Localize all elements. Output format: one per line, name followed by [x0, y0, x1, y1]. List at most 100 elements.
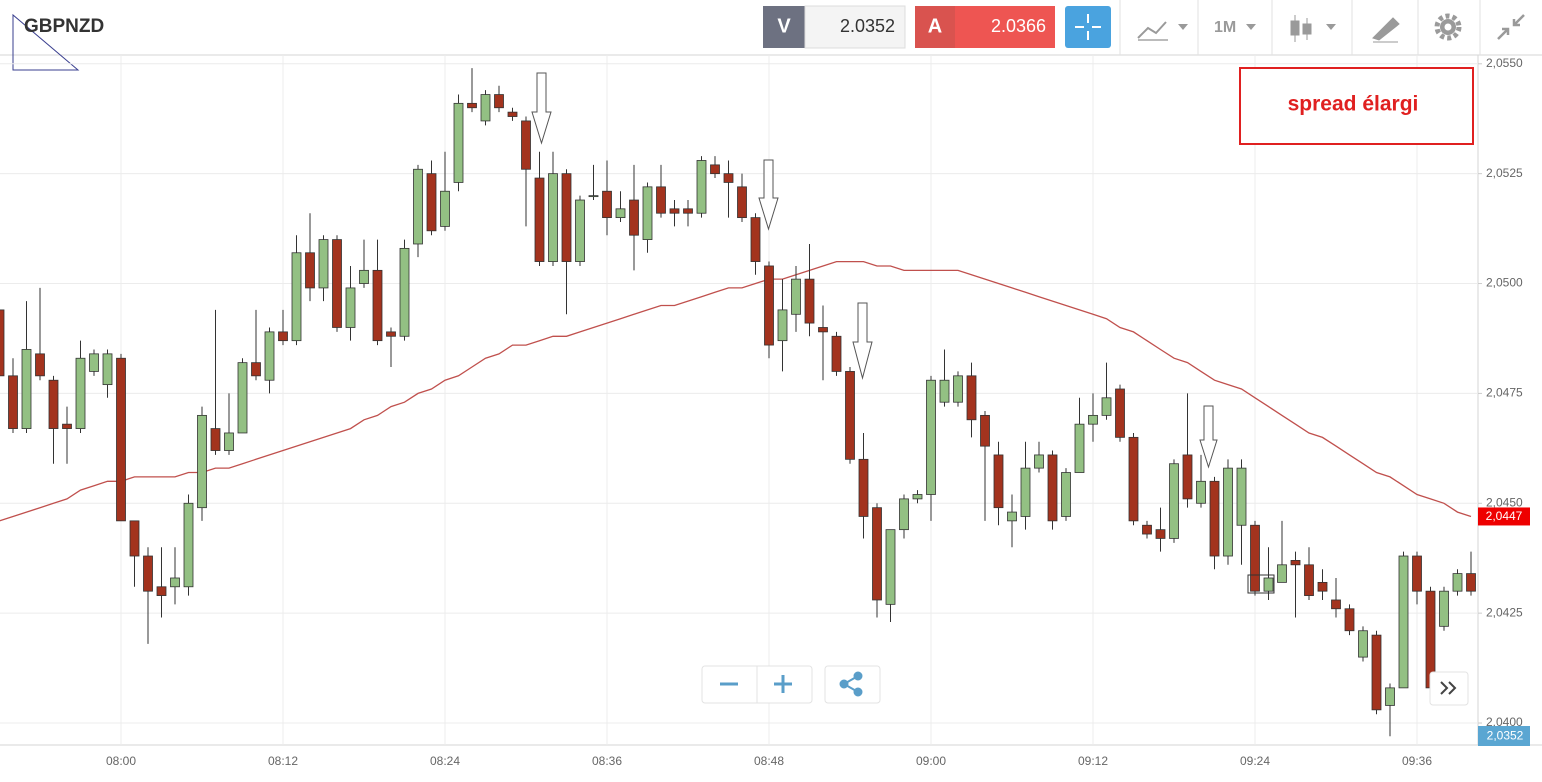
candle-body: [980, 414, 990, 447]
candle-body: [1007, 511, 1017, 522]
candle-body: [548, 173, 558, 262]
candle-body: [629, 199, 639, 236]
candle-body: [1452, 573, 1463, 592]
candle-body: [1223, 467, 1233, 557]
axis-labels: 2,0400 2,0425 2,0450 2,0475 2,0500 2,0525 2,05…: [106, 56, 1530, 768]
candle-body: [1277, 564, 1287, 583]
candle-body: [750, 217, 761, 262]
y-tick-label: 2,0500: [1486, 276, 1523, 290]
candle-body: [1290, 560, 1301, 566]
candle-body: [467, 102, 477, 109]
candle-body: [359, 269, 369, 284]
candle-body: [116, 357, 126, 522]
timeframe-caret: [1246, 24, 1256, 30]
candle-body: [845, 371, 855, 460]
candle-body: [588, 195, 599, 198]
candle-body: [1412, 555, 1422, 592]
y-tick-label: 2,0550: [1486, 56, 1523, 70]
candle-body: [1034, 454, 1044, 469]
candle-body: [291, 252, 302, 342]
candle-body: [480, 94, 491, 122]
settings-button[interactable]: [1434, 13, 1462, 41]
plot-area: [0, 68, 1476, 737]
y-tick-label: 2,0450: [1486, 495, 1523, 509]
candle-body: [372, 269, 383, 342]
candle-body: [48, 379, 59, 429]
candle-body: [818, 327, 828, 333]
candle-body: [332, 239, 342, 328]
candle-body: [804, 278, 815, 324]
annotation: spread élargi: [1288, 93, 1419, 116]
candle-body: [413, 168, 423, 245]
candle-body: [183, 502, 194, 588]
candle-body: [305, 252, 315, 289]
y-tick-label: 2,0400: [1486, 715, 1523, 729]
annotation-box: [1239, 67, 1474, 145]
crosshair-icon: [1075, 14, 1101, 40]
candle-body: [764, 265, 774, 346]
share-button[interactable]: [824, 665, 881, 704]
candle-body: [1182, 454, 1193, 500]
candle-body: [197, 414, 207, 509]
x-tick-label: 08:24: [430, 754, 460, 768]
y-tick-label: 2,0525: [1486, 166, 1523, 180]
buy-price-box[interactable]: [955, 6, 1055, 48]
zoom-in[interactable]: [774, 675, 792, 693]
sell-button[interactable]: [763, 6, 805, 48]
candle-body: [966, 375, 977, 421]
candle-body: [777, 309, 788, 342]
candle-body: [251, 362, 261, 377]
candle-body: [156, 586, 167, 596]
x-tick-label: 08:48: [754, 754, 784, 768]
chart-type-button[interactable]: [1137, 21, 1188, 41]
candle-body: [1385, 687, 1395, 706]
candle-body: [872, 507, 882, 601]
candle-body: [75, 357, 86, 429]
candle-body: [278, 331, 288, 342]
candle-body: [143, 555, 153, 592]
candle-body: [926, 379, 936, 495]
candle-body: [399, 247, 410, 337]
candle-body: [1209, 480, 1220, 557]
collapse-button[interactable]: [1497, 14, 1525, 40]
candle-body: [912, 494, 923, 500]
candle-body: [507, 111, 518, 117]
candle-body: [1466, 573, 1476, 592]
buy-label: A: [928, 15, 942, 37]
x-tick-label: 09:36: [1402, 754, 1432, 768]
candle-body: [0, 309, 5, 377]
candle-body: [224, 432, 234, 451]
toolbar-separators: [1119, 0, 1481, 55]
x-tick-label: 08:12: [268, 754, 298, 768]
x-tick-label: 08:00: [106, 754, 136, 768]
candle-body: [1263, 577, 1274, 592]
candle-body: [1020, 467, 1031, 517]
scroll-end-button[interactable]: [1429, 671, 1469, 706]
sell-price-box[interactable]: [804, 5, 906, 49]
candle-body: [89, 353, 99, 372]
x-tick-label: 09:24: [1240, 754, 1270, 768]
timeframe[interactable]: 1M: [1214, 19, 1236, 36]
price-tag: 2,0447: [1486, 509, 1523, 523]
buy-price: 2.0366: [991, 16, 1046, 36]
draw-button[interactable]: [1372, 17, 1400, 43]
symbol: GBPNZD: [24, 16, 104, 37]
zoom-controls: [701, 665, 1469, 706]
crosshair-button[interactable]: [1065, 6, 1111, 48]
candle-body: [1128, 436, 1139, 522]
candle-body: [440, 190, 450, 227]
buy-button[interactable]: [915, 6, 955, 48]
candle-body: [1115, 388, 1125, 438]
candle-body: [453, 102, 464, 183]
candle-body: [8, 375, 18, 429]
candle-body: [1250, 524, 1260, 592]
candle-body: [237, 362, 248, 434]
candle-body: [831, 335, 842, 372]
sell-label: V: [777, 15, 791, 37]
candle-body: [1304, 564, 1314, 596]
candles-button[interactable]: [1290, 15, 1336, 42]
candle-body: [35, 353, 45, 377]
arrows: [531, 72, 1218, 469]
